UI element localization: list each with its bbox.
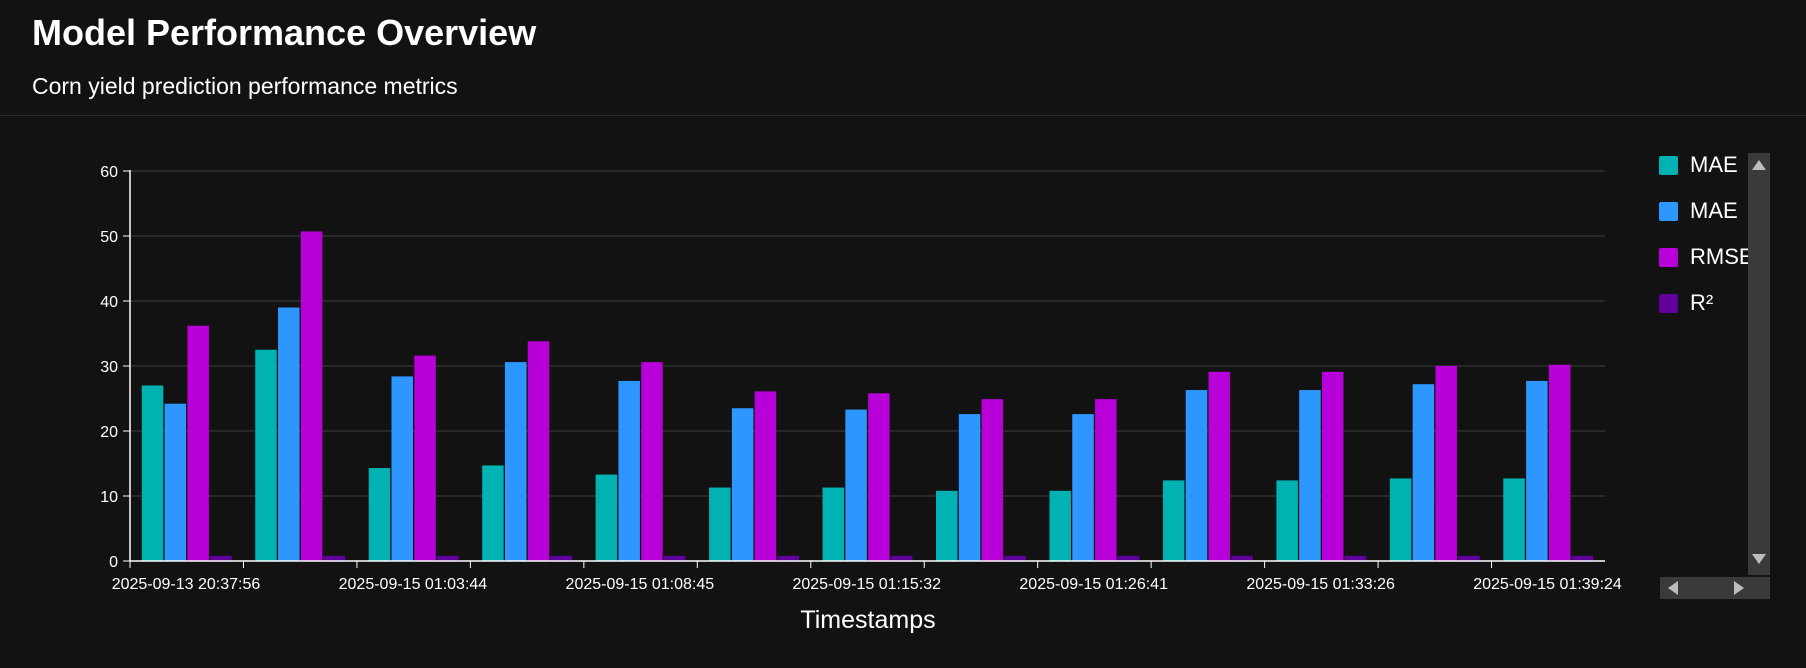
- bar: [210, 555, 232, 561]
- scroll-left-icon[interactable]: [1668, 581, 1678, 595]
- bar: [595, 474, 618, 561]
- bar: [1208, 371, 1231, 561]
- bar: [845, 409, 867, 561]
- header: Model Performance Overview Corn yield pr…: [0, 0, 1806, 116]
- bar: [1344, 555, 1367, 561]
- bar: [868, 393, 890, 561]
- legend-swatch: [1659, 155, 1678, 175]
- x-axis-title: Timestamps: [800, 606, 935, 634]
- y-tick-label: 30: [100, 359, 118, 376]
- legend-swatch: [1659, 293, 1678, 313]
- legend-label: RMSE: [1690, 244, 1748, 269]
- legend-horizontal-scrollbar[interactable]: [1660, 577, 1770, 599]
- bar: [482, 465, 504, 561]
- bar: [1526, 380, 1548, 561]
- page-subtitle: Corn yield prediction performance metric…: [32, 73, 458, 99]
- legend-item[interactable]: R²: [1659, 288, 1748, 318]
- y-tick-label: 20: [100, 424, 118, 441]
- bar: [323, 555, 346, 561]
- bar: [504, 362, 527, 561]
- legend-label: R²: [1690, 290, 1714, 315]
- bar: [1435, 366, 1457, 561]
- bar: [1095, 399, 1117, 561]
- bar: [187, 325, 209, 561]
- bar: [414, 355, 436, 561]
- y-tick-label: 50: [100, 229, 118, 246]
- bar: [1004, 555, 1026, 561]
- bar: [1162, 480, 1185, 561]
- bar: [890, 555, 913, 561]
- bar: [1412, 384, 1435, 561]
- bar: [1503, 478, 1525, 561]
- x-tick-label: 2025-09-15 01:15:32: [792, 576, 941, 593]
- bar: [437, 555, 459, 561]
- bar: [368, 468, 391, 561]
- legend-label: MAE: [1690, 198, 1738, 223]
- bar: [754, 391, 777, 561]
- bar: [1458, 555, 1480, 561]
- x-tick-label: 2025-09-15 01:03:44: [339, 576, 488, 593]
- x-tick-label: 2025-09-15 01:33:26: [1246, 576, 1395, 593]
- bar: [731, 408, 754, 561]
- y-tick-label: 40: [100, 294, 118, 311]
- y-tick-label: 10: [100, 489, 118, 506]
- x-tick-label: 2025-09-15 01:08:45: [566, 576, 715, 593]
- bar: [300, 231, 323, 561]
- legend-item[interactable]: MAE: [1659, 150, 1748, 180]
- bar: [1276, 480, 1298, 561]
- legend-item[interactable]: RMSE: [1659, 242, 1748, 272]
- bar: [164, 403, 187, 561]
- scroll-up-icon[interactable]: [1752, 160, 1766, 170]
- bar: [391, 376, 414, 561]
- legend-vertical-scrollbar[interactable]: [1748, 153, 1770, 575]
- bar: [981, 399, 1004, 561]
- bar: [1072, 414, 1094, 561]
- bar: [777, 555, 799, 561]
- scroll-right-icon[interactable]: [1734, 581, 1744, 595]
- bar: [822, 487, 845, 561]
- bar: [641, 362, 663, 561]
- bar: [936, 490, 958, 561]
- bar: [664, 555, 686, 561]
- bar: [1231, 555, 1253, 561]
- page-title: Model Performance Overview: [32, 12, 537, 53]
- bar: [527, 341, 550, 561]
- chart-legend: MAE MAE RMSE R²: [1656, 150, 1748, 570]
- y-tick-label: 0: [109, 554, 118, 571]
- bar: [958, 414, 981, 561]
- legend-swatch: [1659, 247, 1678, 267]
- legend-swatch: [1659, 201, 1678, 221]
- x-tick-label: 2025-09-15 01:26:41: [1019, 576, 1168, 593]
- bar: [1321, 371, 1344, 561]
- x-tick-label: 2025-09-13 20:37:56: [112, 576, 261, 593]
- bar: [255, 349, 277, 561]
- bar: [1299, 390, 1321, 561]
- bar: [1049, 490, 1071, 561]
- bar: [141, 385, 164, 561]
- legend-label: MAE: [1690, 152, 1738, 177]
- bar: [278, 307, 300, 561]
- bar: [1548, 364, 1571, 561]
- y-tick-label: 60: [100, 164, 118, 181]
- bar: [550, 555, 573, 561]
- bar: [618, 380, 640, 561]
- bar: [1185, 390, 1208, 561]
- legend-item[interactable]: MAE: [1659, 196, 1748, 226]
- x-tick-label: 2025-09-15 01:39:24: [1473, 576, 1622, 593]
- bar: [1571, 555, 1594, 561]
- bar: [1389, 478, 1412, 561]
- scroll-down-icon[interactable]: [1752, 554, 1766, 564]
- bar: [709, 487, 731, 561]
- bar: [1117, 555, 1140, 561]
